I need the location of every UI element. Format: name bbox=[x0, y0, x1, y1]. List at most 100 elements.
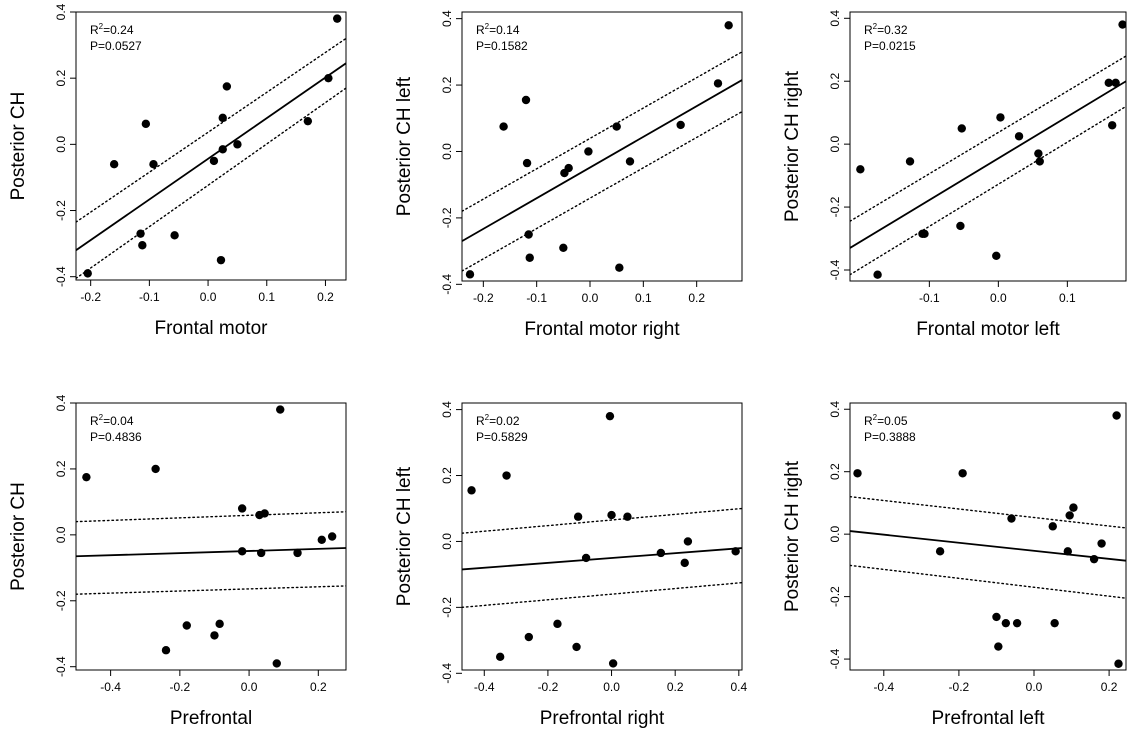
p-value-label: P=0.0215 bbox=[864, 39, 916, 53]
data-point bbox=[958, 469, 967, 478]
data-point bbox=[713, 79, 723, 88]
x-tick-label: -0.1 bbox=[139, 290, 160, 304]
data-point bbox=[1097, 539, 1106, 548]
plot-frame bbox=[461, 11, 743, 282]
data-point bbox=[222, 82, 232, 91]
data-point bbox=[1007, 514, 1016, 523]
ci-upper-line bbox=[850, 55, 1126, 222]
plot-area bbox=[76, 405, 346, 668]
regression-line bbox=[76, 62, 346, 251]
x-tick-label: 0.2 bbox=[317, 290, 334, 304]
y-tick-label: 0.0 bbox=[440, 143, 454, 160]
data-point bbox=[873, 270, 882, 279]
data-point bbox=[499, 122, 508, 131]
panel-1: -0.2 -0.1 0.0 0.1 0.2 -0.4 -0.2 0.0 0.2 0.4 Fronta… bbox=[8, 3, 347, 339]
panel-4: -0.4 -0.2 0.0 0.2 -0.4 -0.2 0.0 0.2 0.4 Prefronta… bbox=[8, 394, 347, 729]
ci-upper-line bbox=[462, 507, 742, 534]
data-point bbox=[182, 621, 191, 630]
data-point bbox=[209, 156, 219, 166]
y-tick-label: -0.2 bbox=[54, 200, 68, 221]
ci-upper-line bbox=[76, 37, 346, 223]
data-point bbox=[656, 548, 666, 558]
r-squared-label: R2=0.05 bbox=[864, 413, 908, 428]
x-tick-label: -0.2 bbox=[170, 680, 191, 694]
data-point bbox=[996, 113, 1005, 122]
data-point bbox=[215, 619, 224, 629]
data-point bbox=[853, 469, 862, 478]
r-squared-label: R2=0.32 bbox=[864, 22, 908, 37]
data-point bbox=[524, 230, 533, 239]
data-point bbox=[256, 548, 266, 558]
data-point bbox=[1114, 659, 1123, 668]
r-squared-label: R2=0.24 bbox=[90, 22, 134, 37]
ci-lower-line bbox=[462, 110, 742, 272]
plot-area bbox=[462, 21, 742, 279]
y-tick-label: -0.2 bbox=[54, 590, 68, 611]
x-tick-label: -0.4 bbox=[873, 680, 894, 694]
y-tick-label: -0.2 bbox=[828, 586, 842, 607]
x-tick-label: -0.2 bbox=[949, 680, 970, 694]
regression-line bbox=[850, 530, 1126, 562]
r-squared-label: R2=0.14 bbox=[476, 22, 520, 37]
data-point bbox=[332, 14, 342, 23]
r-squared-label: R2=0.02 bbox=[476, 413, 520, 428]
data-point bbox=[522, 158, 532, 168]
y-tick-label: -0.4 bbox=[828, 259, 842, 280]
x-axis-title: Frontal motor bbox=[155, 318, 269, 339]
y-tick-label: 0.4 bbox=[440, 401, 454, 418]
x-tick-label: 0.2 bbox=[310, 680, 327, 694]
ci-lower-line bbox=[76, 87, 346, 280]
y-tick-label: 0.4 bbox=[828, 10, 842, 27]
data-point bbox=[151, 464, 160, 474]
x-tick-label: 0.0 bbox=[241, 680, 258, 694]
data-point bbox=[218, 113, 227, 123]
x-tick-label: 0.0 bbox=[582, 291, 599, 305]
y-tick-label: 0.4 bbox=[54, 394, 68, 411]
x-axis-title: Frontal motor right bbox=[524, 319, 680, 340]
y-tick-label: 0.2 bbox=[828, 463, 842, 480]
regression-line bbox=[850, 80, 1126, 249]
plot-area bbox=[462, 411, 742, 668]
x-tick-label: -0.4 bbox=[100, 680, 121, 694]
p-value-label: P=0.1582 bbox=[476, 39, 528, 53]
panel-5: -0.4 -0.2 0.0 0.2 0.4 -0.4 -0.2 0.0 0.2 0.4 Prefro… bbox=[394, 401, 747, 729]
data-point bbox=[1065, 511, 1074, 520]
x-axis-title: Prefrontal bbox=[170, 708, 252, 729]
y-tick-label: 0.2 bbox=[54, 460, 68, 477]
panel-2: -0.2 -0.1 0.0 0.1 0.2 -0.4 -0.2 0.0 0.2 0.4 Fronta… bbox=[394, 10, 743, 340]
data-point bbox=[237, 504, 247, 513]
y-tick-label: -0.4 bbox=[440, 663, 454, 684]
p-value-label: P=0.0527 bbox=[90, 39, 142, 53]
data-point bbox=[521, 95, 531, 105]
x-tick-label: 0.0 bbox=[200, 290, 217, 304]
data-point bbox=[584, 147, 593, 156]
x-tick-label: -0.4 bbox=[474, 680, 495, 694]
data-point bbox=[495, 652, 505, 662]
y-axis-title: Posterior CH right bbox=[782, 460, 803, 612]
data-point bbox=[992, 251, 1001, 261]
y-tick-label: 0.0 bbox=[828, 525, 842, 542]
data-point bbox=[82, 472, 91, 482]
y-tick-label: 0.0 bbox=[54, 136, 68, 153]
data-point bbox=[327, 532, 337, 541]
data-point bbox=[581, 553, 591, 563]
data-point bbox=[1112, 411, 1121, 420]
data-point bbox=[1111, 78, 1120, 87]
data-point bbox=[237, 547, 247, 556]
data-point bbox=[1048, 522, 1057, 531]
data-point bbox=[994, 642, 1003, 651]
data-point bbox=[905, 157, 915, 166]
x-tick-label: 0.4 bbox=[730, 680, 747, 694]
y-tick-label: -0.4 bbox=[54, 266, 68, 287]
x-tick-label: 0.2 bbox=[667, 680, 684, 694]
y-tick-label: 0.2 bbox=[828, 73, 842, 90]
regression-line bbox=[462, 79, 742, 242]
data-point bbox=[136, 229, 145, 238]
data-point bbox=[680, 558, 689, 568]
data-point bbox=[161, 646, 171, 655]
y-tick-label: 0.4 bbox=[440, 10, 454, 27]
data-point bbox=[303, 116, 313, 126]
p-value-label: P=0.3888 bbox=[864, 430, 916, 444]
x-tick-label: 0.0 bbox=[603, 680, 620, 694]
